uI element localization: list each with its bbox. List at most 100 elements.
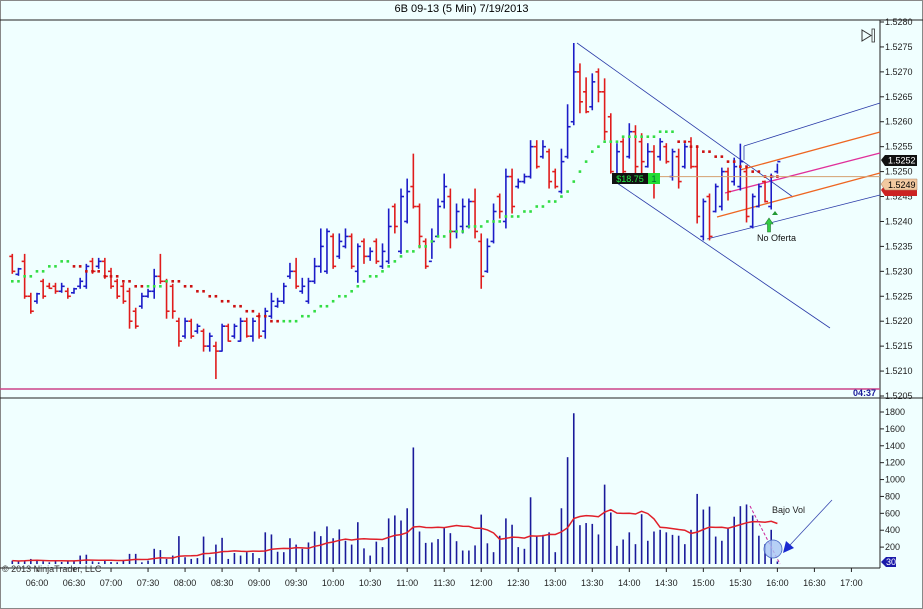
trailing-stop-dot: [529, 210, 532, 213]
last-price-text: 1.5252: [888, 156, 916, 166]
ohlc-bar: [441, 173, 448, 209]
scroll-to-end-icon[interactable]: [861, 28, 875, 43]
trailing-stop-dot: [152, 284, 156, 288]
trailing-stop-dot: [245, 309, 249, 313]
ohlc-bar: [64, 287, 71, 299]
trailing-stop-dot: [553, 200, 557, 203]
ohlc-bar: [9, 253, 16, 274]
price-axis[interactable]: 1.5280 1.5275 1.5270 1.5265 1.5260 1.5255 1.52…: [880, 17, 913, 401]
trailing-stop-dot: [677, 140, 680, 143]
trailing-stop-dot: [313, 309, 316, 313]
ohlc-bar: [496, 193, 503, 219]
ohlc-bar: [188, 318, 195, 339]
low-volume-ellipse[interactable]: [763, 539, 783, 559]
pnl-text: $18.75: [616, 174, 644, 184]
ohlc-bar: [77, 277, 84, 289]
signal-text: No Oferta: [757, 233, 796, 243]
position-pnl-label[interactable]: $18.75 1: [612, 173, 660, 184]
trailing-stop-dot: [566, 190, 569, 193]
regression-lower-blue[interactable]: [706, 194, 881, 240]
ohlc-bar: [465, 198, 472, 229]
trailing-stop-dot: [263, 314, 267, 318]
ohlc-bar: [453, 203, 460, 239]
trailing-stop-dot: [399, 255, 403, 258]
ohlc-bar: [725, 167, 732, 201]
regression-upper-orange[interactable]: [739, 131, 881, 171]
channel-lower-line[interactable]: [616, 182, 831, 329]
volume-axis[interactable]: 1800 1600 1400 1200 1000 800 600 400 200: [880, 407, 905, 552]
time-tick-label: 10:30: [359, 578, 382, 588]
time-tick-label: 07:00: [100, 578, 123, 588]
ohlc-bar: [601, 78, 608, 141]
regression-middle-pink[interactable]: [724, 152, 881, 194]
ohlc-bar: [502, 168, 509, 229]
time-tick-label: 06:00: [26, 578, 49, 588]
ohlc-bar: [576, 63, 583, 114]
trailing-stop-dot: [282, 319, 286, 323]
current-volume-text: 30: [886, 557, 896, 567]
trailing-stop-dot: [590, 150, 594, 153]
ohlc-bar: [280, 282, 287, 304]
time-axis[interactable]: 06:00 06:30 07:00 07:30 08:00 08:30 09:00 09:30…: [26, 568, 863, 588]
ohlc-bar: [330, 233, 337, 269]
entry-price-marker[interactable]: 1.5249: [880, 178, 918, 191]
ohlc-bar: [515, 178, 522, 189]
ohlc-bar: [175, 317, 182, 347]
trailing-stop-dot: [683, 140, 687, 143]
ohlc-bar: [564, 104, 571, 159]
ohlc-bar: [299, 277, 306, 294]
trailing-stop-dot: [430, 240, 434, 243]
annotation-arrow-line[interactable]: [789, 499, 833, 546]
ohlc-bar: [607, 113, 614, 174]
time-tick-label: 16:00: [766, 578, 789, 588]
ohlc-bar: [681, 143, 688, 169]
regression-upper-blue[interactable]: [743, 102, 881, 147]
volume-dashed-line[interactable]: [749, 505, 781, 565]
ohlc-bar: [145, 288, 152, 298]
ohlc-bar: [509, 168, 516, 214]
trailing-stop-dot: [449, 230, 452, 233]
arrowhead-icon: [783, 541, 794, 553]
ohlc-bar: [650, 145, 657, 199]
ohlc-bar: [410, 153, 417, 209]
time-tick-label: 14:30: [655, 578, 678, 588]
price-tick-label: 1.5275: [885, 42, 913, 52]
ohlc-bar: [58, 282, 65, 293]
ohlc-bar: [700, 198, 707, 241]
time-tick-label: 09:00: [248, 578, 271, 588]
ohlc-bar: [385, 208, 392, 264]
ohlc-bar: [360, 238, 367, 264]
regression-lower-orange[interactable]: [716, 172, 881, 218]
ohlc-bar: [342, 228, 349, 249]
trailing-stop-dot: [288, 319, 292, 323]
ohlc-bar: [27, 292, 34, 314]
ohlc-bar: [638, 133, 645, 174]
ohlc-bar: [206, 332, 213, 352]
ohlc-bar: [490, 203, 497, 244]
time-tick-label: 14:00: [618, 578, 641, 588]
trailing-stop-dot: [270, 319, 273, 323]
ohlc-bar: [311, 257, 318, 284]
price-bars: [9, 42, 781, 380]
ohlc-bar: [743, 167, 750, 223]
trailing-stop-dot: [331, 299, 335, 303]
price-tick-label: 1.5260: [885, 117, 913, 127]
trailing-stop-dot: [442, 235, 446, 238]
trailing-stop-dot: [54, 265, 57, 268]
trailing-stop-dot: [572, 180, 576, 183]
ohlc-bar: [95, 257, 102, 269]
ohlc-bar: [373, 238, 380, 264]
trailing-stop-dot: [115, 275, 119, 278]
trailing-stop-dot: [708, 150, 711, 153]
ohlc-bar: [132, 307, 139, 329]
time-tick-label: 08:00: [174, 578, 197, 588]
ohlc-bar: [546, 148, 553, 189]
trailing-stop-dot: [35, 270, 39, 273]
trailing-stop-dot: [436, 235, 440, 238]
price-tick-label: 1.5265: [885, 92, 913, 102]
channel-upper-line[interactable]: [576, 42, 794, 198]
ohlc-bar: [718, 167, 725, 211]
time-tick-label: 09:30: [285, 578, 308, 588]
ohlc-bar: [428, 228, 435, 263]
